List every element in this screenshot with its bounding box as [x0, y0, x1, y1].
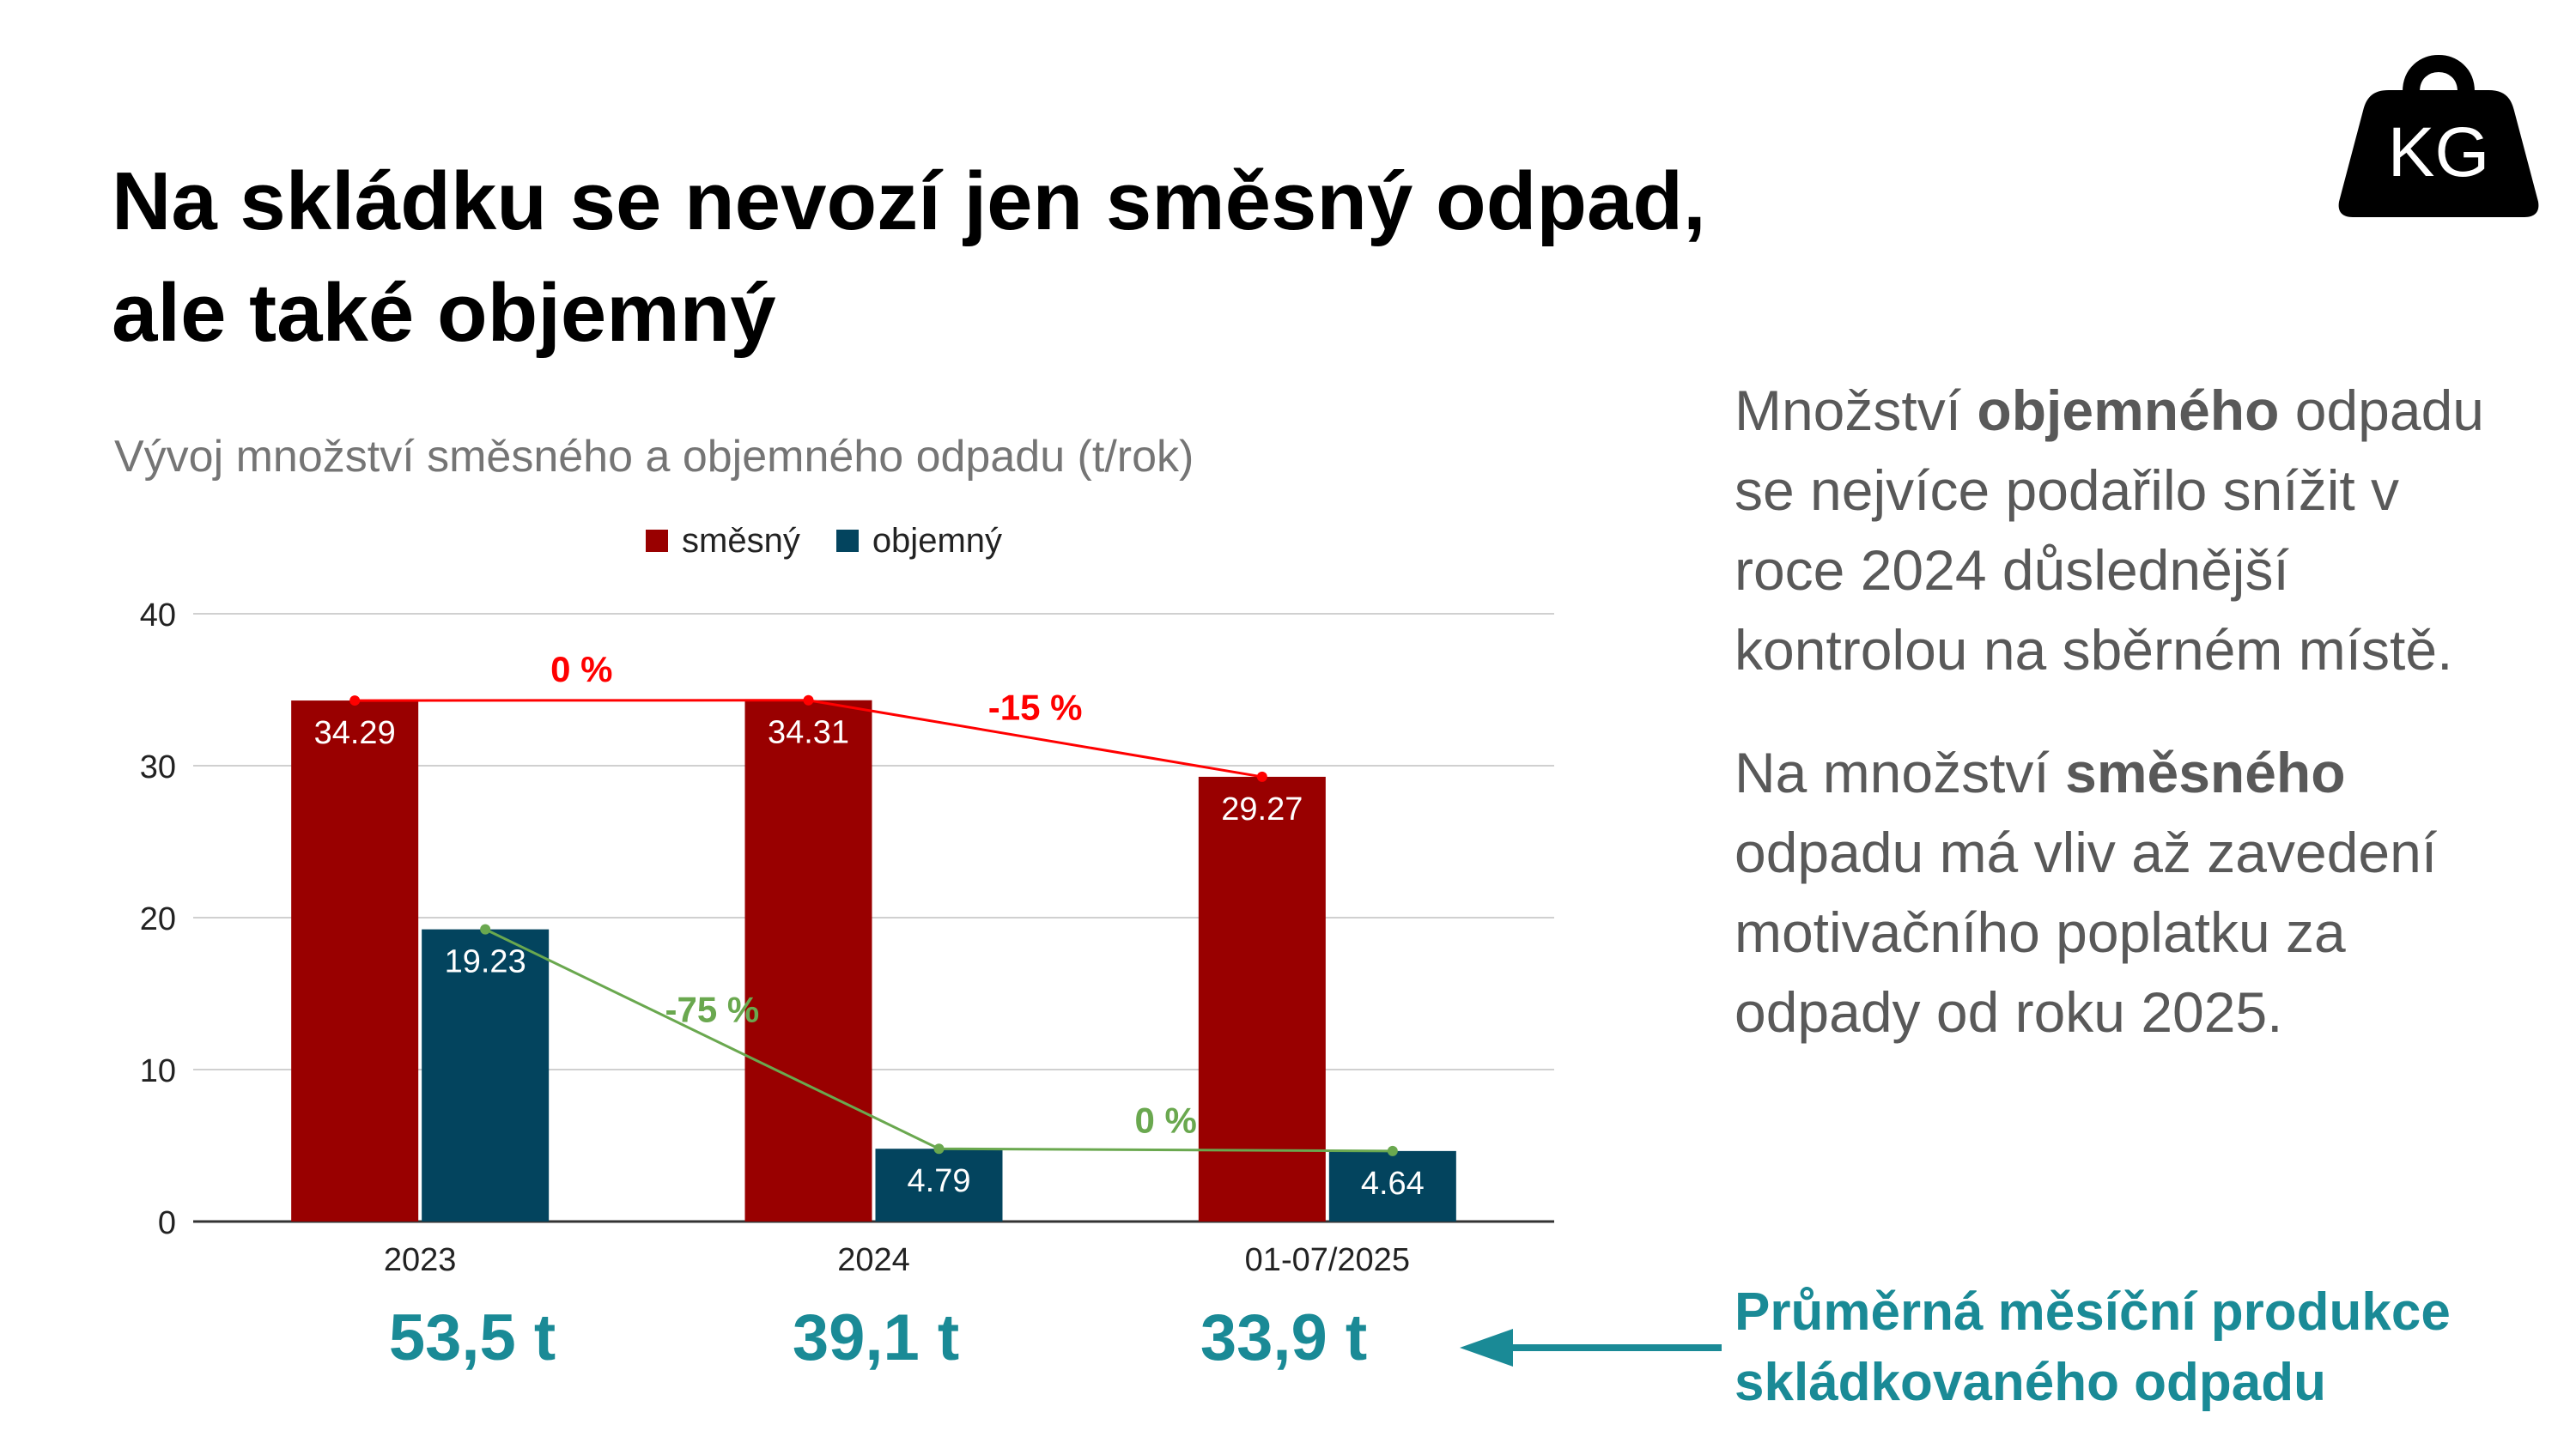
change-label-objemny: -75 % [665, 989, 759, 1029]
bar-value-label: 4.64 [1361, 1166, 1425, 1202]
legend-swatch-smesny [646, 530, 668, 552]
bar-value-label: 34.31 [768, 715, 849, 751]
legend-label-objemny: objemný [872, 521, 1003, 560]
trend-line-smesny-point [1256, 771, 1267, 782]
trend-line-smesny-point [803, 694, 814, 706]
legend-item-smesny: směsný [646, 522, 800, 561]
chart-title: Vývoj množství směsného a objemného odpa… [114, 432, 1194, 482]
footnote-line-1: Průměrná měsíční produkce [1735, 1282, 2451, 1342]
p2-text-before: Na množství [1735, 741, 2066, 804]
bar-smesny [1198, 776, 1326, 1222]
trend-line-smesny-point [349, 695, 361, 706]
title-line-2: ale také objemný [112, 267, 776, 359]
p1-text-before: Množství [1735, 379, 1978, 442]
bar-smesny [744, 700, 872, 1222]
monthly-total-2023: 53,5 t [388, 1301, 556, 1374]
side-paragraph-2: Na množství směsného odpadu má vliv až z… [1735, 733, 2524, 1052]
footnote-line-2: skládkovaného odpadu [1735, 1353, 2327, 1412]
trend-line-objemny-point [1387, 1145, 1398, 1156]
bar-value-label: 19.23 [445, 944, 526, 980]
legend-label-smesny: směsný [682, 521, 800, 560]
title-line-1: Na skládku se nevozí jen směsný odpad, [112, 155, 1706, 247]
side-paragraph-1: Množství objemného odpadu se nejvíce pod… [1735, 371, 2524, 690]
trend-line-objemny-point [933, 1143, 945, 1155]
change-label-objemny: 0 % [1134, 1100, 1196, 1141]
bar-objemny [875, 1149, 1003, 1222]
page-title: Na skládku se nevozí jen směsný odpad, a… [112, 146, 1829, 369]
left-arrow-icon [1460, 1329, 1722, 1367]
p1-text-after: odpadu se nejvíce podařilo snížit v roce… [1735, 379, 2484, 682]
x-tick-label: 2024 [837, 1242, 910, 1278]
bar-objemny [422, 929, 550, 1222]
trend-line-objemny-point [480, 924, 491, 935]
y-tick-label: 0 [158, 1205, 176, 1241]
legend-swatch-objemny [835, 530, 859, 552]
bar-value-label: 34.29 [314, 715, 396, 751]
chart-legend: směsný objemný [646, 515, 1038, 567]
y-tick-label: 20 [140, 901, 176, 937]
bar-objemny [1328, 1150, 1456, 1222]
monthly-total-2025: 33,9 t [1200, 1301, 1368, 1374]
y-tick-label: 30 [140, 749, 176, 785]
p2-text-after: odpadu má vliv až zavedení motivačního p… [1735, 821, 2438, 1044]
bar-value-label: 29.27 [1221, 791, 1303, 828]
side-text: Množství objemného odpadu se nejvíce pod… [1735, 371, 2524, 1095]
y-tick-label: 40 [140, 597, 176, 634]
legend-item-objemny: objemný [835, 521, 1003, 561]
p1-text-bold: objemného [1977, 379, 2280, 442]
change-label-smesny: 0 % [550, 649, 612, 689]
kg-weight-icon: KG [2338, 55, 2539, 217]
kg-icon-label: KG [2388, 113, 2489, 191]
monthly-totals: 53,5 t 39,1 t 33,9 t [0, 1300, 1631, 1386]
x-tick-label: 2023 [384, 1242, 457, 1278]
monthly-production-note: Průměrná měsíční produkce skládkovaného … [1735, 1277, 2559, 1418]
change-label-smesny: -15 % [988, 687, 1083, 727]
bar-smesny [291, 700, 419, 1222]
monthly-total-2024: 39,1 t [792, 1301, 960, 1374]
bar-value-label: 4.79 [908, 1163, 971, 1199]
p2-text-bold: směsného [2065, 741, 2346, 804]
x-tick-label: 01-07/2025 [1245, 1242, 1410, 1278]
y-tick-label: 10 [140, 1053, 176, 1089]
